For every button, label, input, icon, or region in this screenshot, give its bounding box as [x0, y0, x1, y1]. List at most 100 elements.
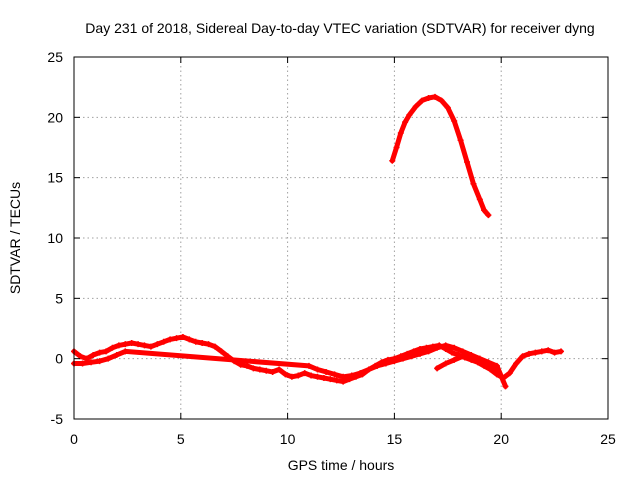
y-tick-label: 15 — [47, 170, 63, 186]
data-point — [438, 97, 445, 104]
data-point — [365, 366, 372, 373]
data-point — [419, 97, 426, 104]
data-point — [525, 350, 532, 357]
data-point — [464, 158, 471, 165]
data-point — [389, 157, 396, 164]
data-point — [211, 343, 218, 350]
data-point — [305, 362, 312, 369]
axis-ticks — [73, 56, 609, 420]
data-point — [173, 335, 180, 342]
x-tick-label: 15 — [387, 431, 403, 447]
grid-lines — [74, 57, 608, 419]
data-point — [256, 366, 263, 373]
data-point — [96, 349, 103, 356]
data-point — [348, 372, 355, 379]
data-point — [323, 368, 330, 375]
data-point — [167, 336, 174, 343]
y-tick-label: 0 — [55, 351, 63, 367]
data-point — [135, 341, 142, 348]
data-point — [468, 355, 475, 362]
y-tick-label: 20 — [47, 109, 63, 125]
data-point — [113, 352, 120, 359]
data-point — [519, 353, 526, 360]
data-point — [442, 360, 449, 367]
data-point — [408, 353, 415, 360]
data-point — [459, 353, 466, 360]
data-point — [558, 348, 565, 355]
x-tick-label: 5 — [177, 431, 185, 447]
data-point — [417, 350, 424, 357]
data-point — [397, 130, 404, 137]
data-point — [250, 365, 257, 372]
y-axis-label: SDTVAR / TECUs — [7, 182, 23, 294]
data-point — [199, 339, 206, 346]
data-point — [109, 344, 116, 351]
data-point — [88, 359, 95, 366]
data-point — [476, 196, 483, 203]
data-point — [476, 358, 483, 365]
data-point — [451, 117, 458, 124]
data-point — [192, 338, 199, 345]
data-point — [442, 342, 449, 349]
data-point — [551, 349, 558, 356]
x-tick-label: 10 — [280, 431, 296, 447]
data-point — [205, 341, 212, 348]
data-point — [218, 348, 225, 355]
data-point — [393, 144, 400, 151]
data-point — [425, 348, 432, 355]
data-point — [314, 373, 321, 380]
data-point — [122, 348, 129, 355]
data-point — [485, 212, 492, 219]
data-point — [333, 377, 340, 384]
y-tick-label: -5 — [51, 411, 64, 427]
x-tick-label: 0 — [70, 431, 78, 447]
data-point — [434, 344, 441, 351]
x-axis-label: GPS time / hours — [288, 457, 395, 473]
series-late-dip — [434, 353, 500, 375]
data-point — [399, 355, 406, 362]
data-point — [357, 370, 364, 377]
data-point — [244, 362, 251, 369]
data-point — [90, 352, 97, 359]
data-point — [77, 353, 84, 360]
data-point — [449, 349, 456, 356]
series-main — [71, 333, 565, 385]
x-tick-label: 25 — [600, 431, 616, 447]
data-point — [186, 336, 193, 343]
data-point — [282, 371, 289, 378]
data-point — [79, 360, 86, 367]
data-point — [470, 180, 477, 187]
y-tick-label: 5 — [55, 290, 63, 306]
data-point — [288, 373, 295, 380]
data-point — [295, 372, 302, 379]
data-point — [506, 370, 513, 377]
data-point — [327, 376, 334, 383]
data-point — [425, 95, 432, 102]
data-point — [320, 374, 327, 381]
x-tick-label: 20 — [493, 431, 509, 447]
data-point — [538, 348, 545, 355]
data-point — [340, 373, 347, 380]
data-point — [269, 368, 276, 375]
data-point — [331, 371, 338, 378]
data-point — [96, 358, 103, 365]
data-point — [301, 370, 308, 377]
tick-labels: 0 5 10 15 20 25 -5 0 5 10 15 20 25 — [47, 49, 616, 447]
data-point — [532, 349, 539, 356]
data-point — [154, 341, 161, 348]
data-point — [457, 137, 464, 144]
data-point — [502, 383, 509, 390]
data-point — [103, 348, 110, 355]
data-point — [513, 360, 520, 367]
data-point — [382, 360, 389, 367]
data-point — [314, 366, 321, 373]
data-point — [141, 342, 148, 349]
data-point — [451, 344, 458, 351]
data-point — [122, 341, 129, 348]
data-point — [308, 372, 315, 379]
data-point — [391, 358, 398, 365]
data-point — [485, 362, 492, 369]
data-point — [545, 347, 552, 354]
series-evening-arc — [389, 93, 492, 219]
data-point — [406, 111, 413, 118]
